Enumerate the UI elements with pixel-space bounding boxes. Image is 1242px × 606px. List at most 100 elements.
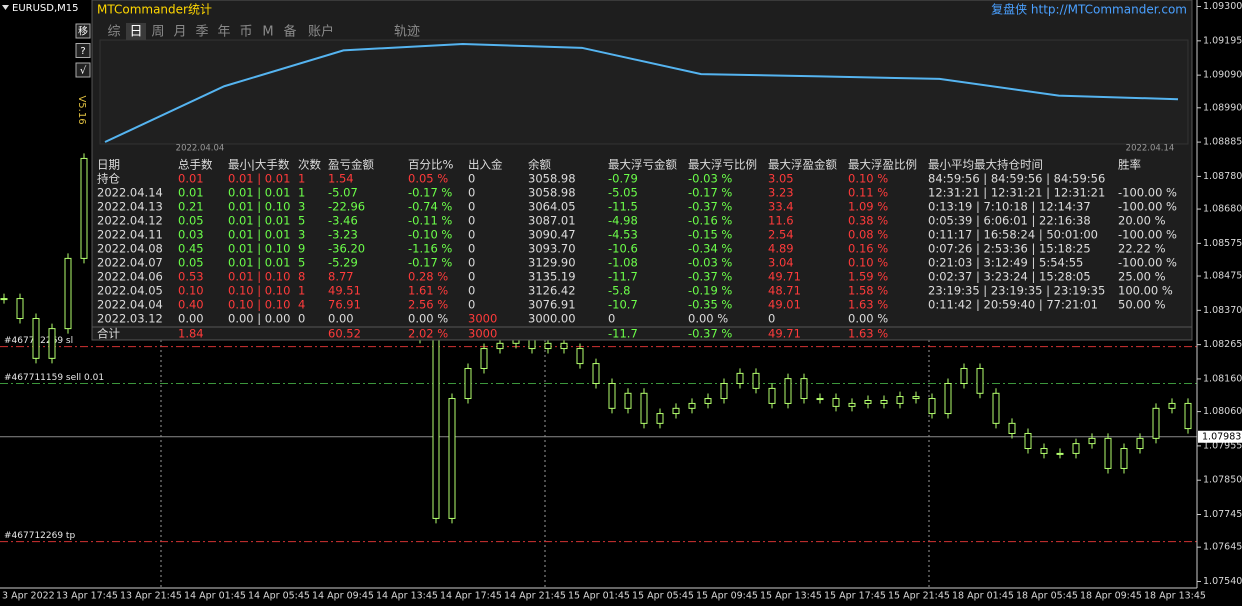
table-cell: -0.37 % bbox=[688, 200, 732, 214]
table-cell: 0:11:17 | 16:58:24 | 50:01:00 bbox=[928, 228, 1098, 242]
total-cell: -0.37 % bbox=[688, 327, 732, 341]
tab[interactable]: 周 bbox=[151, 25, 164, 40]
y-tick-label: 1.08680 bbox=[1203, 204, 1242, 215]
candle bbox=[32, 318, 40, 359]
bid-label: 1.07983 bbox=[1202, 431, 1241, 442]
table-cell: 持仓 bbox=[97, 172, 120, 186]
table-cell: 0.01 | 0.01 bbox=[228, 228, 290, 242]
table-cell: 0:05:39 | 6:06:01 | 22:16:38 bbox=[928, 214, 1091, 228]
bid-box bbox=[1198, 430, 1242, 443]
tab-active-bg[interactable] bbox=[126, 23, 146, 40]
table-cell: -3.46 bbox=[328, 214, 358, 228]
table-header: 最大浮亏比例 bbox=[688, 158, 757, 172]
table-cell: 0 bbox=[468, 242, 475, 256]
table-cell: 11.6 bbox=[768, 214, 794, 228]
table-cell: 8.77 bbox=[328, 270, 354, 284]
table-cell: -4.53 bbox=[608, 228, 638, 242]
table-cell: 2022.04.13 bbox=[97, 200, 163, 214]
tool-button[interactable] bbox=[75, 62, 91, 78]
table-cell: 76.91 bbox=[328, 298, 361, 312]
table-cell: 2022.04.04 bbox=[97, 298, 163, 312]
y-tick-label: 1.08990 bbox=[1203, 102, 1242, 113]
candle bbox=[720, 383, 728, 400]
tool-button-label[interactable]: √ bbox=[80, 66, 87, 77]
table-cell: 3 bbox=[298, 228, 305, 242]
total-cell: 49.71 bbox=[768, 327, 801, 341]
candle bbox=[768, 387, 776, 404]
table-cell: 0.01 | 0.10 bbox=[228, 200, 290, 214]
table-cell: 0.01 | 0.10 bbox=[228, 270, 290, 284]
table-cell: -0.11 % bbox=[408, 214, 452, 228]
table-cell: 0 bbox=[468, 214, 475, 228]
table-cell: 3.05 bbox=[768, 172, 794, 186]
tab[interactable]: 日 bbox=[129, 25, 142, 40]
table-cell: 0.05 bbox=[178, 214, 204, 228]
table-cell: 2022.04.06 bbox=[97, 270, 163, 284]
x-tick-label: 13 Apr 21:45 bbox=[120, 591, 182, 602]
tab[interactable]: 综 bbox=[107, 25, 120, 40]
symbol-menu-arrow[interactable] bbox=[2, 5, 9, 10]
tab[interactable]: 年 bbox=[217, 25, 230, 40]
table-cell: -11.5 bbox=[608, 200, 638, 214]
table-cell: 0.03 bbox=[178, 228, 204, 242]
table-cell: 0.01 | 0.01 bbox=[228, 172, 290, 186]
table-cell: 3135.19 bbox=[528, 270, 576, 284]
table-cell: -0.37 % bbox=[688, 270, 732, 284]
table-cell: 49.51 bbox=[328, 284, 361, 298]
table-cell: 0.10 % bbox=[848, 172, 888, 186]
candle bbox=[656, 413, 664, 424]
tab[interactable]: 备 bbox=[283, 24, 296, 40]
table-cell: 3076.91 bbox=[528, 298, 576, 312]
tab[interactable]: 月 bbox=[173, 25, 186, 40]
table-cell: 0.00 % bbox=[688, 312, 728, 326]
tab[interactable]: M bbox=[262, 25, 273, 40]
x-tick-label: 15 Apr 09:45 bbox=[696, 591, 758, 602]
table-cell: 3064.05 bbox=[528, 200, 576, 214]
x-tick-label: 3 Apr 2022 bbox=[2, 591, 55, 602]
y-tick-label: 1.08575 bbox=[1203, 238, 1242, 249]
table-cell: 0.05 bbox=[178, 256, 204, 270]
table-header: 最大浮盈比例 bbox=[848, 158, 917, 172]
table-cell: 0.11 % bbox=[848, 186, 888, 200]
x-tick-label: 15 Apr 01:45 bbox=[568, 591, 630, 602]
table-cell: 1.63 % bbox=[848, 298, 888, 312]
y-tick-label: 1.08370 bbox=[1203, 305, 1242, 316]
candle bbox=[480, 348, 488, 369]
site-link[interactable]: 复盘侠 http://MTCommander.com bbox=[991, 2, 1187, 17]
candle bbox=[464, 367, 472, 400]
x-tick-label: 15 Apr 21:45 bbox=[888, 591, 950, 602]
table-cell: 0.00 % bbox=[848, 312, 888, 326]
tab[interactable]: 账户 bbox=[308, 24, 334, 40]
table-cell: -0.03 % bbox=[688, 172, 732, 186]
candle bbox=[80, 157, 88, 259]
table-cell: -10.6 bbox=[608, 242, 638, 256]
table-cell: 0.01 | 0.10 bbox=[228, 242, 290, 256]
tool-button[interactable] bbox=[75, 23, 91, 39]
balance-start-label: 2022.04.04 bbox=[176, 144, 225, 154]
tab[interactable]: 季 bbox=[195, 25, 208, 40]
table-cell: 3126.42 bbox=[528, 284, 576, 298]
candle bbox=[48, 328, 56, 359]
table-cell: -22.96 bbox=[328, 200, 365, 214]
table-cell: -1.08 bbox=[608, 256, 638, 270]
tool-button[interactable] bbox=[75, 43, 91, 58]
tab[interactable]: 币 bbox=[239, 25, 252, 40]
table-cell: 0.01 bbox=[178, 186, 204, 200]
table-cell: 3.04 bbox=[768, 256, 794, 270]
table-header: 总手数 bbox=[178, 158, 213, 172]
tab[interactable]: 轨迹 bbox=[394, 25, 420, 40]
y-tick-label: 1.08475 bbox=[1203, 271, 1242, 282]
table-header: 日期 bbox=[97, 158, 120, 172]
table-cell: 1.09 % bbox=[848, 200, 888, 214]
table-header: 余额 bbox=[528, 158, 551, 172]
table-cell: 8 bbox=[298, 270, 305, 284]
table-cell: -0.17 % bbox=[408, 256, 452, 270]
tool-button-label[interactable]: 移 bbox=[78, 25, 88, 38]
tool-button-label[interactable]: ? bbox=[80, 46, 85, 57]
panel-title: MTCommander统计 bbox=[97, 3, 212, 17]
table-cell: 0 bbox=[768, 312, 775, 326]
table-cell: 3000 bbox=[468, 312, 497, 326]
table-cell: 3090.47 bbox=[528, 228, 576, 242]
table-cell: 2022.04.12 bbox=[97, 214, 163, 228]
